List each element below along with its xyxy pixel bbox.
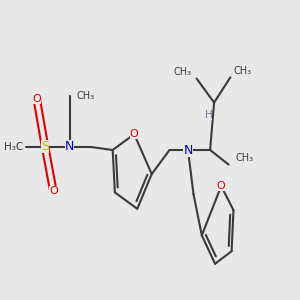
Text: CH₃: CH₃: [174, 67, 192, 77]
Text: H: H: [205, 110, 212, 120]
Text: N: N: [183, 143, 193, 157]
Text: CH₃: CH₃: [76, 91, 94, 101]
Text: S: S: [41, 140, 49, 153]
Text: CH₃: CH₃: [233, 66, 252, 76]
Text: H₃C: H₃C: [4, 142, 23, 152]
Text: O: O: [49, 186, 58, 196]
Text: N: N: [65, 140, 74, 153]
Text: CH₃: CH₃: [235, 153, 254, 163]
Text: O: O: [217, 181, 226, 191]
Text: O: O: [32, 94, 41, 104]
Text: O: O: [130, 129, 139, 139]
